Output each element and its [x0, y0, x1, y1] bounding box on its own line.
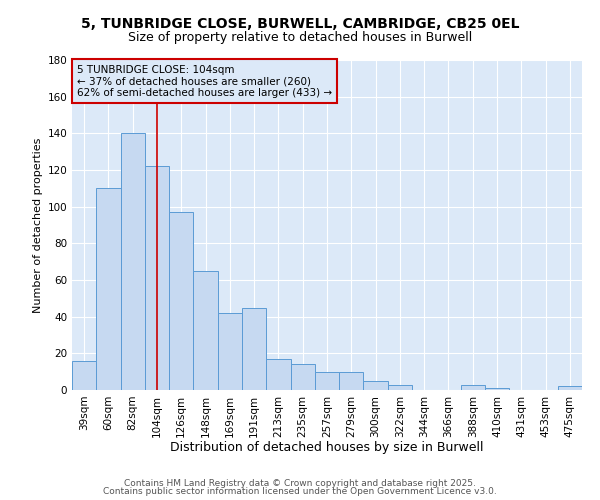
Bar: [96, 188, 121, 390]
Text: 5 TUNBRIDGE CLOSE: 104sqm
← 37% of detached houses are smaller (260)
62% of semi: 5 TUNBRIDGE CLOSE: 104sqm ← 37% of detac…: [77, 64, 332, 98]
Text: Contains public sector information licensed under the Open Government Licence v3: Contains public sector information licen…: [103, 487, 497, 496]
Text: 5, TUNBRIDGE CLOSE, BURWELL, CAMBRIDGE, CB25 0EL: 5, TUNBRIDGE CLOSE, BURWELL, CAMBRIDGE, …: [81, 18, 519, 32]
Text: Size of property relative to detached houses in Burwell: Size of property relative to detached ho…: [128, 31, 472, 44]
Bar: [558, 386, 582, 390]
Bar: [461, 384, 485, 390]
Bar: [364, 381, 388, 390]
Bar: [339, 372, 364, 390]
Bar: [193, 271, 218, 390]
Bar: [388, 384, 412, 390]
Bar: [485, 388, 509, 390]
Bar: [72, 360, 96, 390]
Bar: [169, 212, 193, 390]
Bar: [290, 364, 315, 390]
Bar: [121, 134, 145, 390]
Bar: [218, 313, 242, 390]
Bar: [242, 308, 266, 390]
Text: Contains HM Land Registry data © Crown copyright and database right 2025.: Contains HM Land Registry data © Crown c…: [124, 478, 476, 488]
X-axis label: Distribution of detached houses by size in Burwell: Distribution of detached houses by size …: [170, 441, 484, 454]
Y-axis label: Number of detached properties: Number of detached properties: [33, 138, 43, 312]
Bar: [145, 166, 169, 390]
Bar: [315, 372, 339, 390]
Bar: [266, 359, 290, 390]
